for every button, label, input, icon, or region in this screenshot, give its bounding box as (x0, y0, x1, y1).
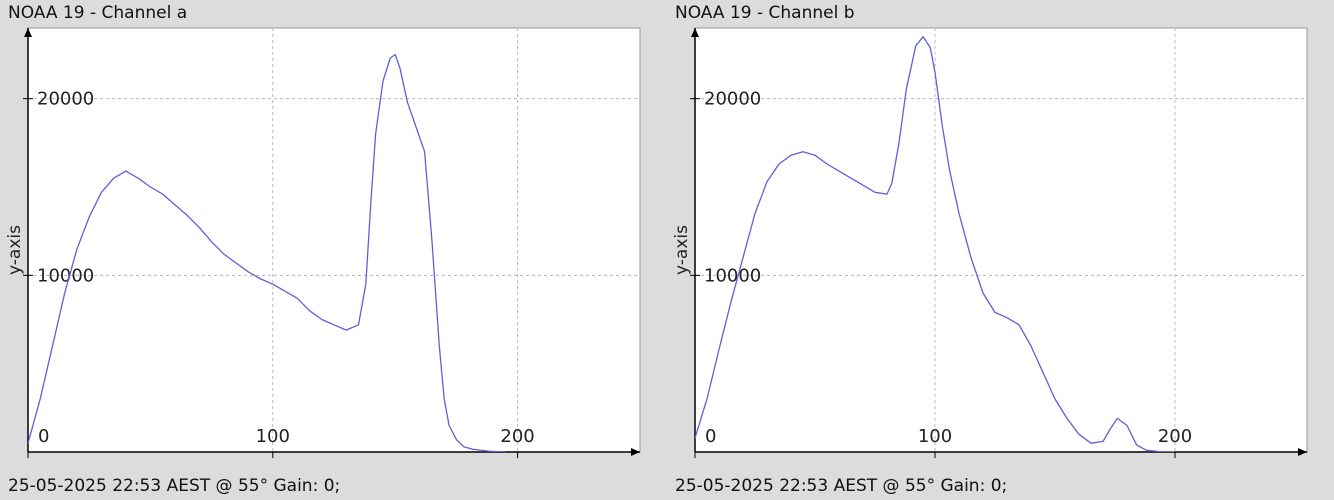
x-tick-label: 200 (500, 426, 534, 447)
chart-panel-a: NOAA 19 - Channel a 0 100 200 10000 20000 y-a… (5, 3, 641, 496)
y-axis-label: y-axis (672, 225, 692, 275)
plot-area: 0 100 200 10000 20000 y-axis (5, 27, 641, 458)
x-axis-arrow (1298, 448, 1307, 456)
y-axis-arrow (24, 28, 32, 37)
y-axis-arrow (691, 28, 699, 37)
x-axis-arrow (631, 448, 640, 456)
series-line (695, 36, 1175, 452)
y-tick-label: 10000 (37, 265, 94, 286)
x-tick-label: 200 (1158, 426, 1192, 447)
chart-title: NOAA 19 - Channel b (675, 3, 855, 23)
x-tick-label: 100 (256, 426, 290, 447)
chart-footer: 25-05-2025 22:53 AEST @ 55° Gain: 0; (675, 476, 1008, 496)
chart-panel-b: NOAA 19 - Channel b 0 100 200 10000 20000 y-a… (667, 0, 1334, 500)
chart-title: NOAA 19 - Channel a (8, 3, 188, 23)
plot-background (27, 27, 641, 453)
x-tick-label: 0 (705, 426, 716, 447)
y-tick-label: 20000 (37, 89, 94, 110)
series-line (28, 53, 506, 452)
y-tick-label: 10000 (704, 265, 761, 286)
x-tick-label: 100 (918, 426, 952, 447)
x-tick-label: 0 (38, 426, 49, 447)
chart-footer: 25-05-2025 22:53 AEST @ 55° Gain: 0; (8, 476, 341, 496)
y-axis-label: y-axis (5, 225, 25, 275)
y-tick-label: 20000 (704, 89, 761, 110)
plot-background (694, 27, 1308, 453)
plot-area: 0 100 200 10000 20000 y-axis (672, 27, 1308, 458)
